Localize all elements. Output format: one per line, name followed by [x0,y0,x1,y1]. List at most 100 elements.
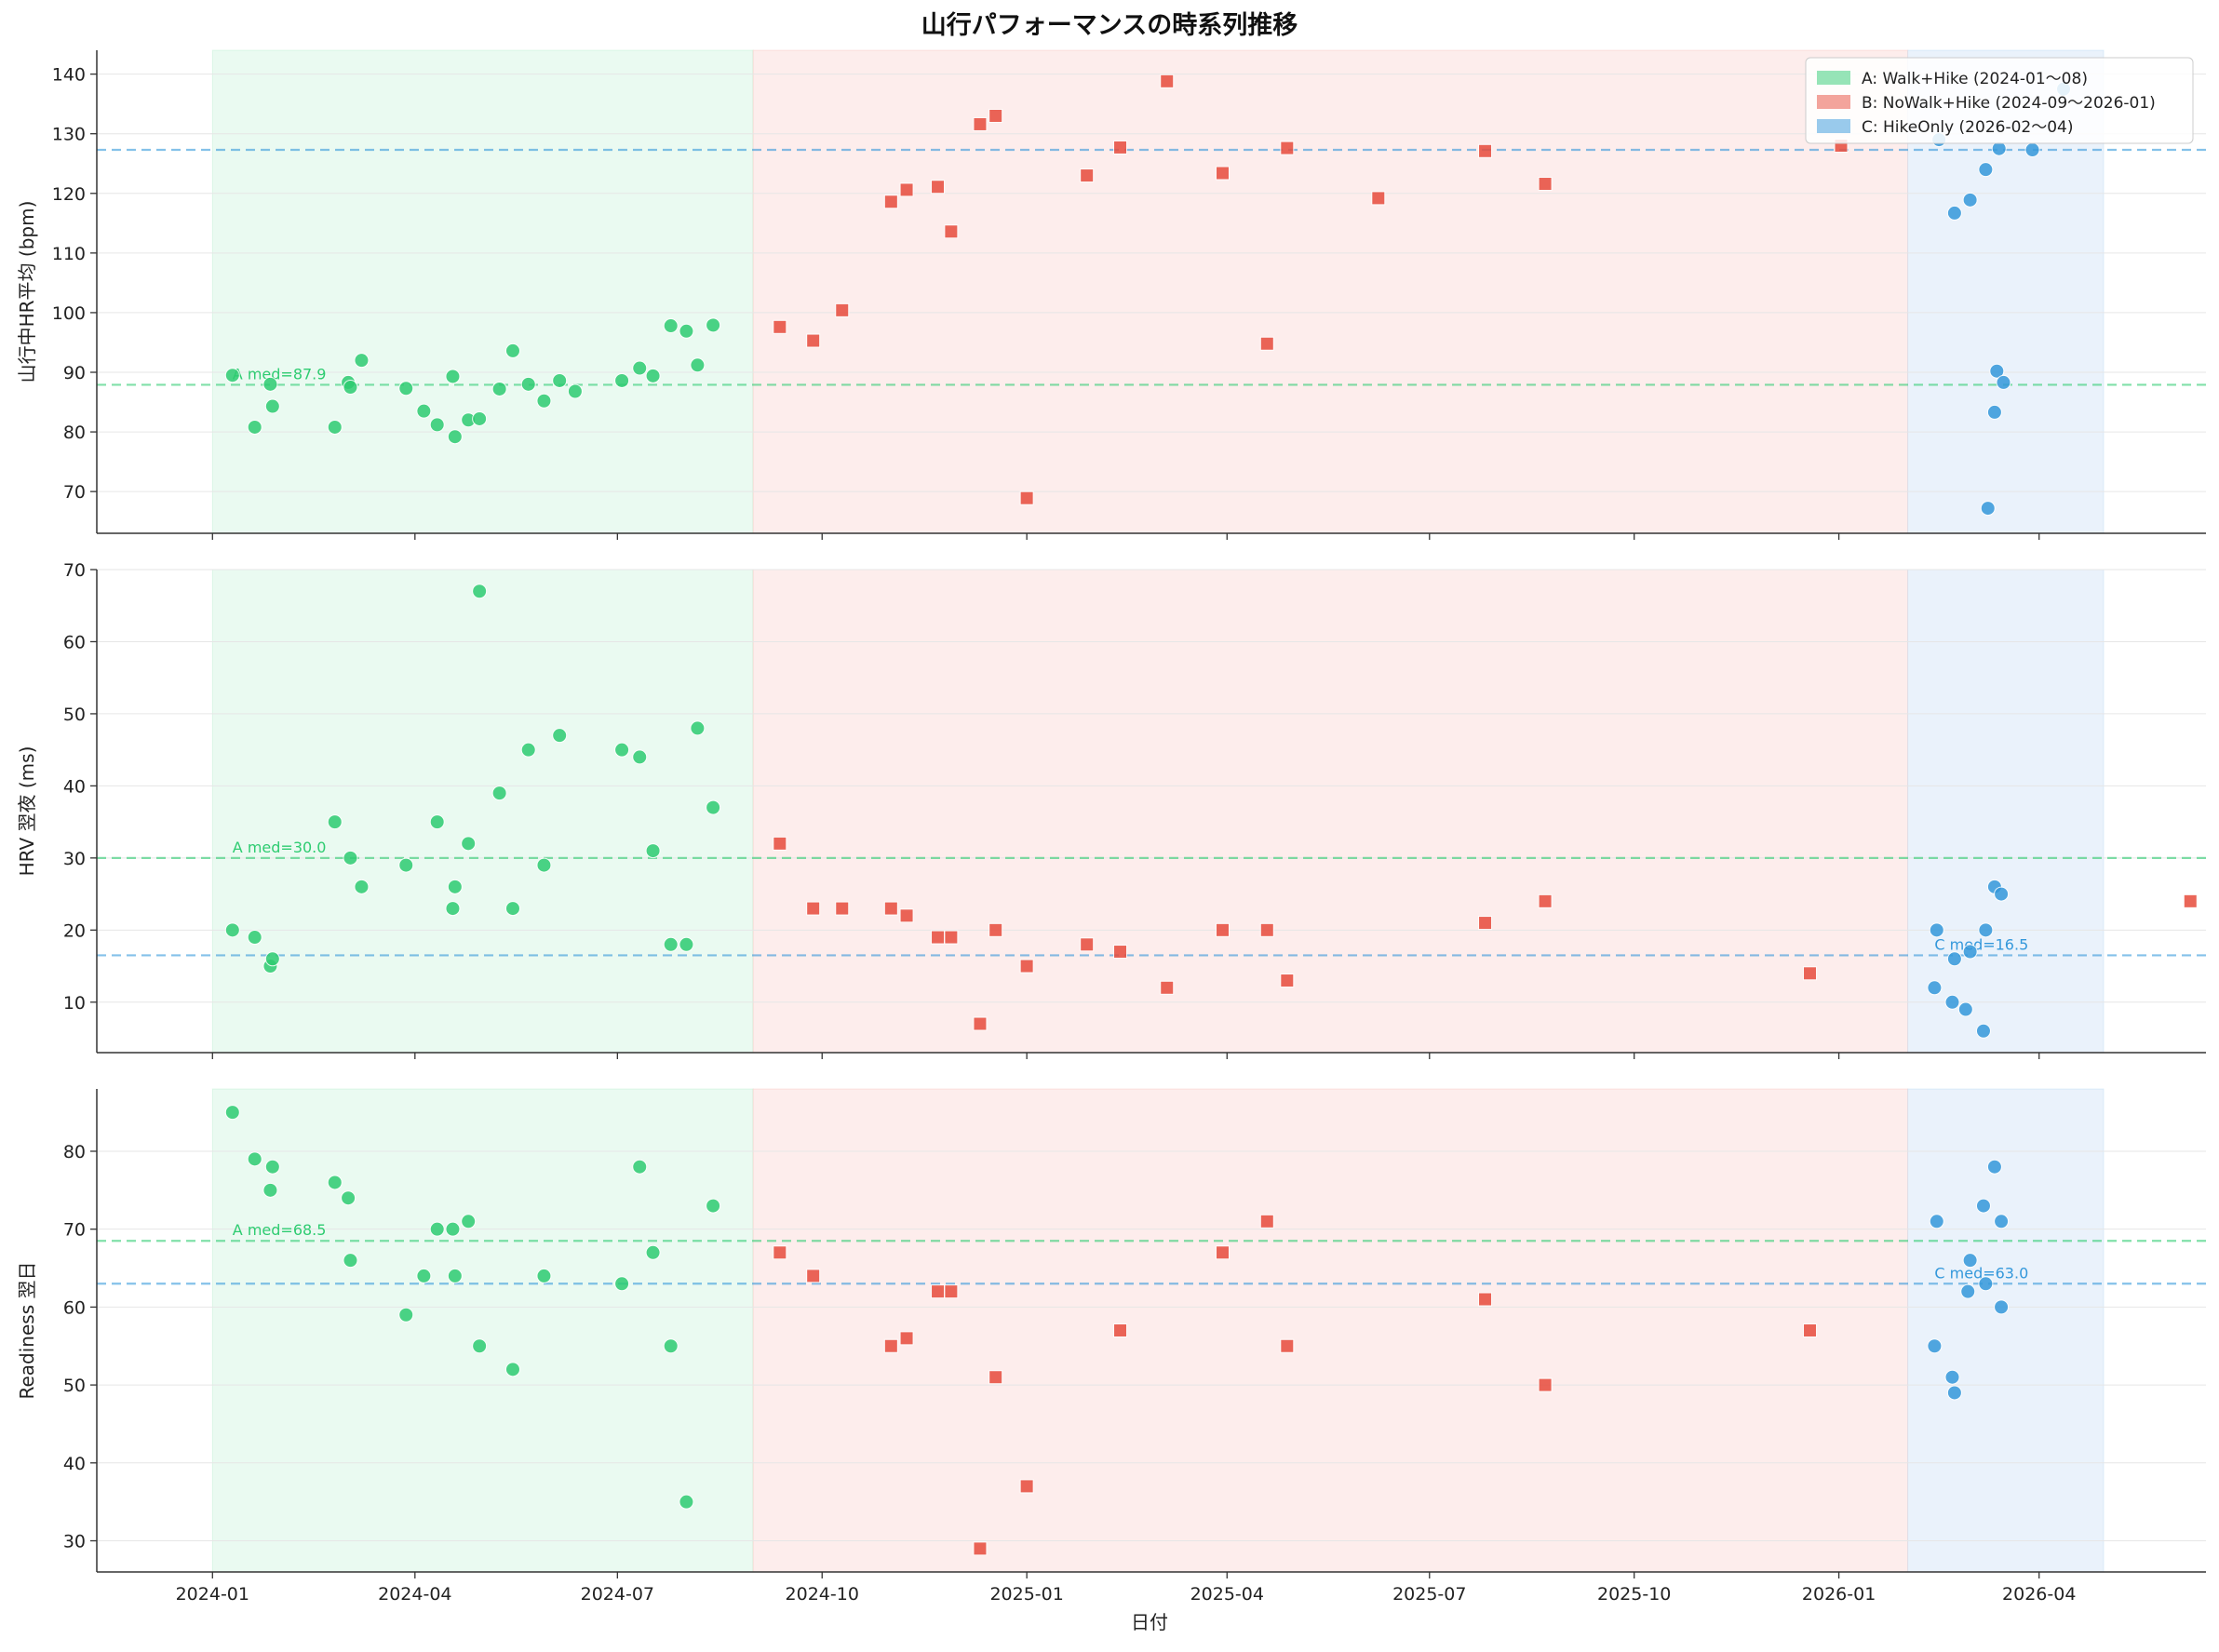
data-point-B [1478,1292,1493,1307]
median-label-A: A med=87.9 [233,365,327,383]
data-point-B [931,180,946,195]
data-point-A [461,1214,477,1229]
y-tick-label: 140 [52,65,86,86]
data-point-A [504,342,520,358]
data-point-B [773,1245,787,1260]
data-point-A [552,372,568,388]
data-point-A [429,1221,445,1237]
data-point-B [973,1016,988,1031]
data-point-A [445,369,461,384]
y-tick-label: 70 [63,482,86,503]
data-point-A [398,1307,414,1323]
data-point-A [247,419,262,435]
phase-band-C [1907,1088,2105,1573]
data-point-B [883,195,898,209]
data-point-A [262,1182,278,1198]
phase-band-C [1907,569,2105,1054]
legend: A: Walk+Hike (2024-01〜08) B: NoWalk+Hike … [1805,57,2194,144]
legend-swatch-B [1817,95,1850,109]
data-point-C [1946,1385,1962,1401]
data-point-C [1960,1283,1976,1299]
y-tick-label: 30 [63,1532,86,1552]
data-point-C [1994,1214,2010,1229]
data-point-A [354,353,370,369]
phase-band-A [211,569,754,1054]
data-point-A [706,799,721,815]
phase-band-B [752,1088,1909,1573]
x-tick-label: 2024-01 [176,1584,249,1605]
y-tick-label: 30 [63,849,86,869]
data-point-B [988,108,1003,123]
y-tick-label: 90 [63,363,86,383]
data-point-A [264,1159,280,1175]
median-label-C: C med=63.0 [1934,1264,2028,1282]
data-point-C [1996,374,2011,390]
data-point-A [472,584,488,599]
data-point-C [1946,951,1962,967]
legend-box [1805,57,2194,144]
data-point-A [632,1159,648,1175]
data-point-C [2024,142,2040,158]
panel-1: 70 80 90 100 110 120 130 140 A med=87.9 山行中HR平均 (… [16,49,2206,540]
data-point-B [835,302,850,317]
x-tick-label: 2025-10 [1597,1584,1671,1605]
data-point-B [1215,922,1230,937]
x-tick-label: 2026-04 [2002,1584,2076,1605]
legend-swatch-A [1817,71,1850,85]
data-point-C [1927,1338,1943,1354]
data-point-C [1975,1023,1991,1039]
data-point-A [491,381,507,396]
data-point-A [645,1244,661,1260]
y-tick-label: 20 [63,920,86,941]
data-point-A [341,1190,356,1206]
data-point-A [472,410,488,426]
data-point-A [632,360,648,376]
data-point-A [262,376,278,392]
data-point-A [491,786,507,801]
data-point-C [1978,922,1994,938]
y-tick-label: 70 [63,1220,86,1241]
data-point-C [1946,205,1962,221]
data-point-A [224,368,240,383]
y-axis-label: 山行中HR平均 (bpm) [16,201,38,383]
data-point-B [1259,336,1274,351]
data-point-A [706,317,721,333]
data-point-B [1259,922,1274,937]
x-tick-label: 2024-04 [378,1584,451,1605]
data-point-A [343,850,358,866]
data-point-B [835,901,850,916]
data-point-A [679,936,694,952]
data-point-A [632,749,648,765]
data-point-B [1259,1214,1274,1229]
data-point-C [1989,363,2005,379]
data-point-A [224,922,240,938]
data-point-B [1160,74,1175,88]
x-axis-label: 日付 [1131,1611,1168,1633]
data-point-B [1280,974,1295,988]
data-point-A [416,1268,432,1283]
y-axis-label: Readiness 翌日 [16,1262,38,1400]
data-point-A [343,380,358,396]
y-tick-label: 10 [63,993,86,1014]
data-point-C [1978,162,1994,178]
data-point-B [944,1284,959,1299]
data-point-B [1803,966,1818,981]
x-tick-label: 2024-10 [786,1584,859,1605]
data-point-B [1538,893,1553,908]
y-tick-label: 60 [63,632,86,652]
phase-band-A [211,1088,754,1573]
data-point-B [973,116,988,131]
data-point-A [645,843,661,859]
data-point-B [1160,980,1175,995]
data-point-C [1957,1001,1973,1017]
data-point-B [1080,937,1095,952]
data-point-A [472,1338,488,1354]
data-point-B [773,319,787,334]
panel-2: 10 20 30 40 50 60 70 A med=30.0 C med=16.5 HRV 翌夜… [16,560,2206,1059]
y-tick-label: 130 [52,125,86,145]
data-point-B [806,1269,821,1283]
x-tick-label: 2025-04 [1190,1584,1264,1605]
median-label-C: C med=16.5 [1934,935,2028,953]
chart-title: 山行パフォーマンスの時系列推移 [921,10,1298,40]
